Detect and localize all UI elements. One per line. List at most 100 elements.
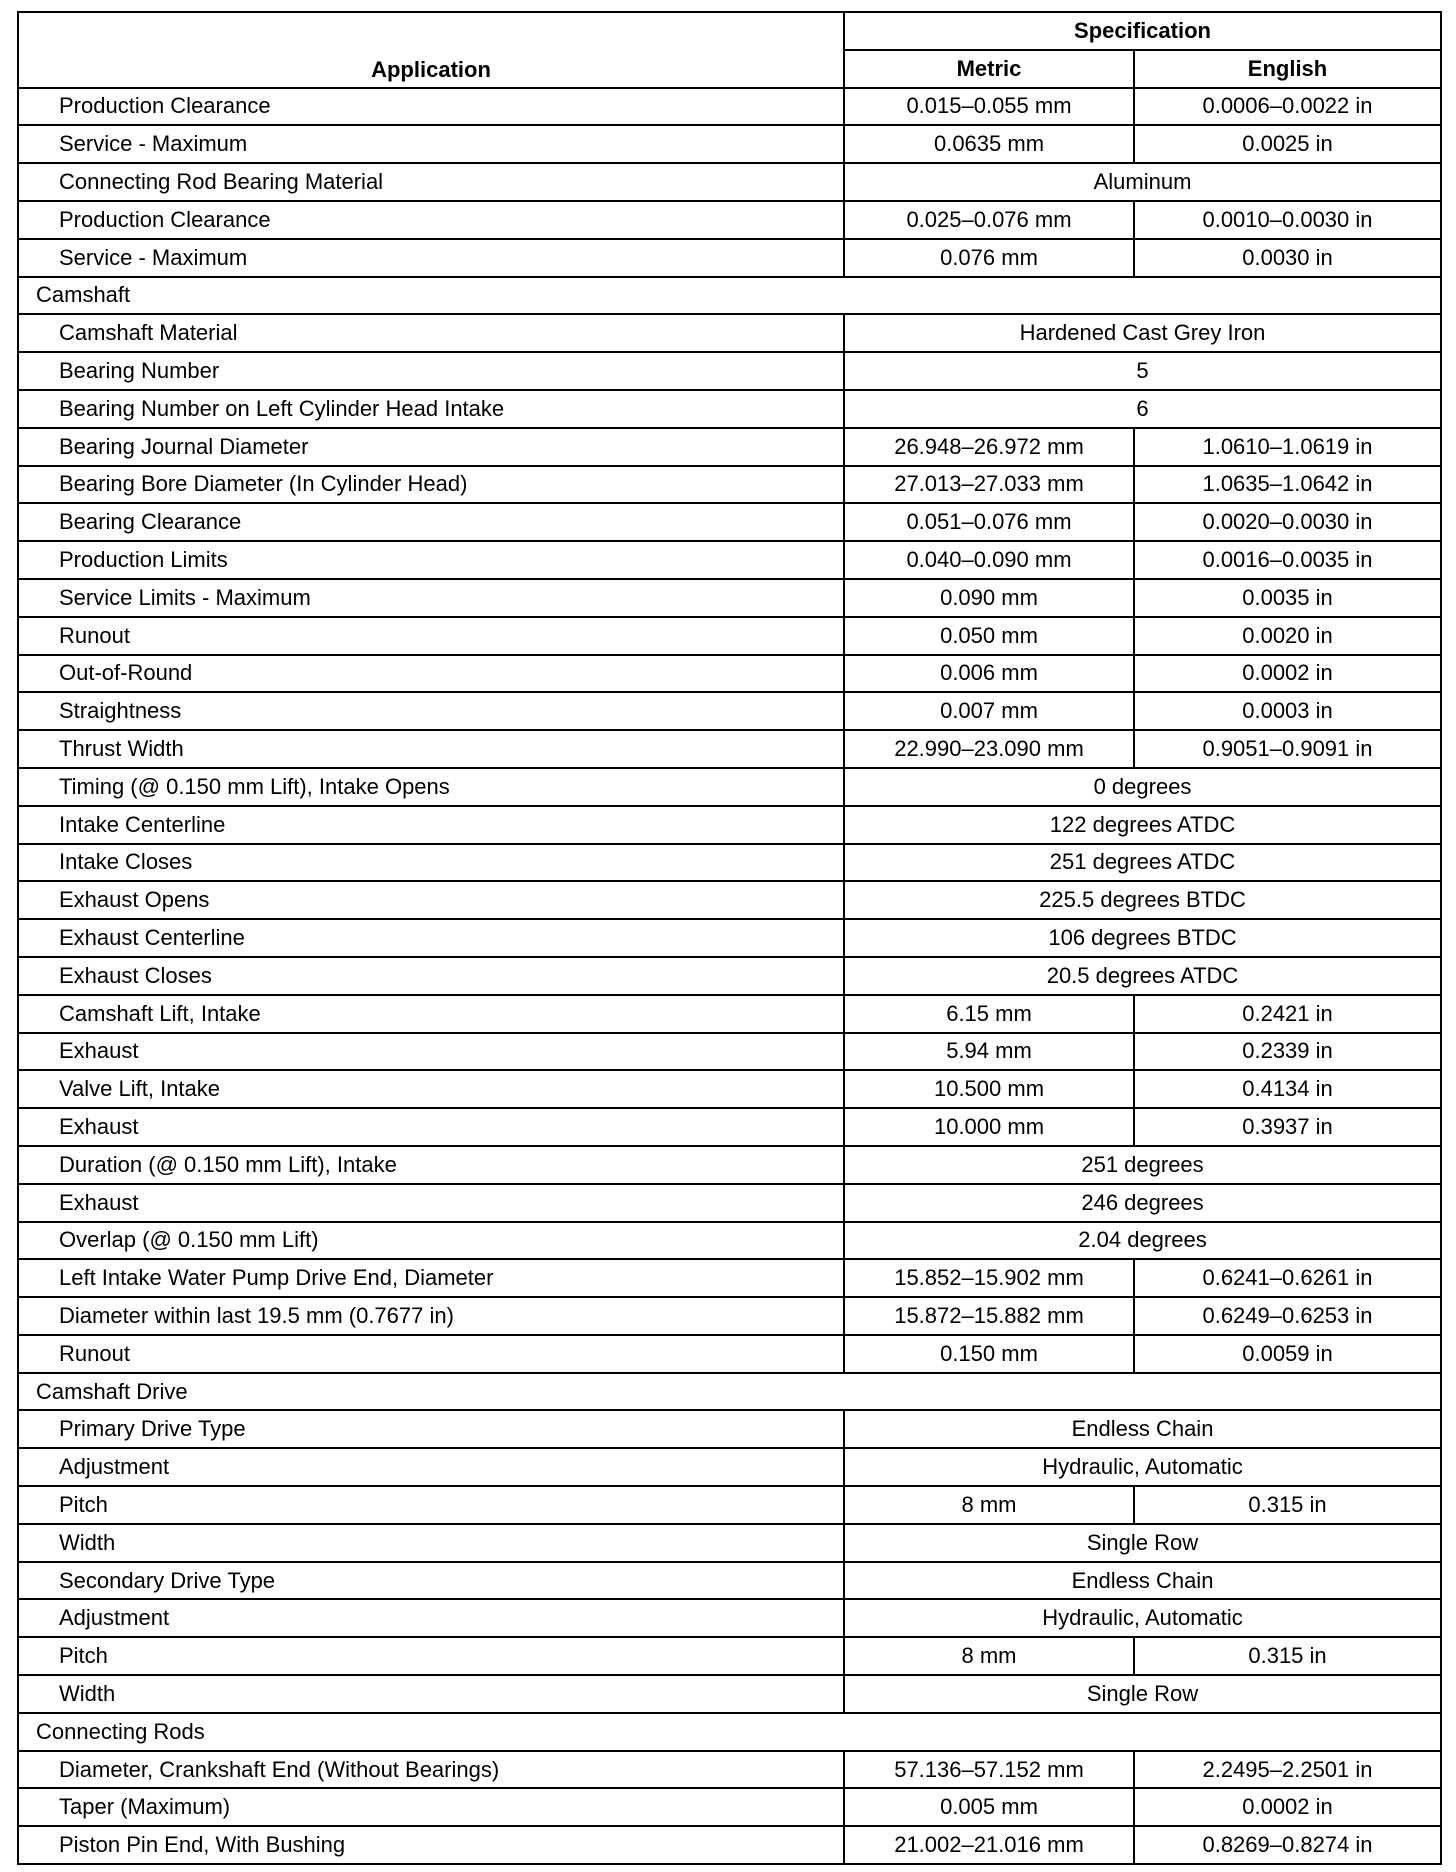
table-row: Intake Closes 251 degrees ATDC: [17, 842, 1443, 883]
table-row: Valve Lift, Intake 10.500 mm 0.4134 in: [17, 1069, 1443, 1110]
english-cell: 0.0059 in: [1132, 1333, 1443, 1374]
table-row: Bearing Number on Left Cylinder Head Int…: [17, 388, 1443, 429]
english-cell: 0.9051–0.9091 in: [1132, 729, 1443, 769]
metric-header: Metric: [843, 48, 1135, 89]
table-row: Service - Maximum 0.076 mm 0.0030 in: [17, 237, 1443, 278]
application-cell: Runout: [17, 615, 845, 656]
table-row: Production Limits 0.040–0.090 mm 0.0016–0.…: [17, 540, 1443, 580]
spec-value-cell: 225.5 degrees BTDC: [842, 880, 1443, 921]
application-cell: Diameter within last 19.5 mm (0.7677 in): [17, 1296, 845, 1336]
table-row: Exhaust 5.94 mm 0.2339 in: [17, 1031, 1443, 1072]
table-row: Thrust Width 22.990–23.090 mm 0.9051–0.909…: [17, 729, 1443, 769]
english-cell: 0.6241–0.6261 in: [1132, 1258, 1443, 1299]
table-row: Exhaust Closes 20.5 degrees ATDC: [17, 955, 1443, 996]
metric-cell: 15.872–15.882 mm: [843, 1296, 1135, 1336]
metric-cell: 0.150 mm: [843, 1333, 1135, 1374]
metric-cell: 0.090 mm: [843, 577, 1135, 618]
english-cell: 0.4134 in: [1132, 1069, 1443, 1110]
spec-value-cell: 251 degrees: [842, 1144, 1443, 1185]
section-row: Camshaft: [16, 275, 1443, 316]
application-cell: Piston Pin End, With Bushing: [17, 1825, 845, 1866]
metric-cell: 5.94 mm: [843, 1031, 1135, 1072]
application-cell: Exhaust Opens: [17, 880, 845, 921]
application-header: Application: [17, 11, 845, 89]
metric-cell: 0.051–0.076 mm: [843, 502, 1135, 543]
table-row: Taper (Maximum) 0.005 mm 0.0002 in: [17, 1787, 1443, 1828]
table-row: Timing (@ 0.150 mm Lift), Intake Opens 0 …: [17, 766, 1443, 807]
table-row: Out-of-Round 0.006 mm 0.0002 in: [17, 653, 1443, 694]
table-row: Camshaft Lift, Intake 6.15 mm 0.2421 in: [17, 993, 1443, 1034]
english-cell: 0.315 in: [1132, 1485, 1443, 1525]
spec-value-cell: Hydraulic, Automatic: [842, 1447, 1443, 1488]
application-cell: Valve Lift, Intake: [17, 1069, 845, 1110]
specification-header: Specification: [842, 11, 1443, 51]
application-cell: Intake Centerline: [17, 804, 845, 845]
table-row: Production Clearance 0.025–0.076 mm 0.0010…: [17, 199, 1443, 240]
english-cell: 0.0006–0.0022 in: [1132, 86, 1443, 127]
english-cell: 0.0003 in: [1132, 691, 1443, 732]
table-row: Exhaust 10.000 mm 0.3937 in: [17, 1107, 1443, 1147]
metric-cell: 21.002–21.016 mm: [843, 1825, 1135, 1866]
spec-value-cell: 6: [842, 388, 1443, 429]
table-row: Piston Pin End, With Bushing 21.002–21.01…: [17, 1825, 1443, 1866]
english-cell: 0.0002 in: [1132, 1787, 1443, 1828]
application-cell: Connecting Rod Bearing Material: [17, 162, 845, 202]
application-cell: Bearing Journal Diameter: [17, 426, 845, 467]
spec-value-cell: 106 degrees BTDC: [842, 918, 1443, 958]
application-cell: Exhaust Closes: [17, 955, 845, 996]
spec-value-cell: 20.5 degrees ATDC: [842, 955, 1443, 996]
application-cell: Production Clearance: [17, 86, 845, 127]
table-row: Bearing Journal Diameter 26.948–26.972 mm…: [17, 426, 1443, 467]
spec-value-cell: Hardened Cast Grey Iron: [842, 313, 1443, 354]
application-cell: Primary Drive Type: [17, 1409, 845, 1450]
table-row: Service Limits - Maximum 0.090 mm 0.0035 i…: [17, 577, 1443, 618]
application-cell: Secondary Drive Type: [17, 1560, 845, 1601]
application-cell: Width: [17, 1522, 845, 1563]
english-cell: 1.0610–1.0619 in: [1132, 426, 1443, 467]
application-cell: Exhaust: [17, 1031, 845, 1072]
english-header: English: [1132, 48, 1443, 89]
table-row: Exhaust Centerline 106 degrees BTDC: [17, 918, 1443, 958]
english-cell: 0.0025 in: [1132, 124, 1443, 165]
application-cell: Camshaft Material: [17, 313, 845, 354]
section-heading: Connecting Rods: [16, 1711, 1443, 1752]
application-cell: Adjustment: [17, 1447, 845, 1488]
metric-cell: 0.015–0.055 mm: [843, 86, 1135, 127]
metric-cell: 10.000 mm: [843, 1107, 1135, 1147]
spec-value-cell: 2.04 degrees: [842, 1220, 1443, 1261]
english-cell: 0.0020 in: [1132, 615, 1443, 656]
section-row: Camshaft Drive: [16, 1371, 1443, 1412]
table-row: Exhaust 246 degrees: [17, 1182, 1443, 1223]
metric-cell: 0.006 mm: [843, 653, 1135, 694]
application-cell: Exhaust: [17, 1182, 845, 1223]
spec-value-cell: Single Row: [842, 1674, 1443, 1714]
table-row: Bearing Number 5: [17, 351, 1443, 391]
specification-table: Application Specification Metric English…: [16, 11, 1443, 1866]
application-cell: Diameter, Crankshaft End (Without Bearin…: [17, 1749, 845, 1790]
metric-cell: 0.0635 mm: [843, 124, 1135, 165]
application-cell: Bearing Bore Diameter (In Cylinder Head): [17, 464, 845, 505]
english-cell: 1.0635–1.0642 in: [1132, 464, 1443, 505]
application-cell: Production Limits: [17, 540, 845, 580]
application-cell: Production Clearance: [17, 199, 845, 240]
metric-cell: 0.007 mm: [843, 691, 1135, 732]
table-row: Bearing Clearance 0.051–0.076 mm 0.0020–0.…: [17, 502, 1443, 543]
table-row: Left Intake Water Pump Drive End, Diamet…: [17, 1258, 1443, 1299]
table-row: Intake Centerline 122 degrees ATDC: [17, 804, 1443, 845]
english-cell: 0.3937 in: [1132, 1107, 1443, 1147]
metric-cell: 57.136–57.152 mm: [843, 1749, 1135, 1790]
table-row: Overlap (@ 0.150 mm Lift) 2.04 degrees: [17, 1220, 1443, 1261]
application-cell: Camshaft Lift, Intake: [17, 993, 845, 1034]
english-cell: 0.2421 in: [1132, 993, 1443, 1034]
application-cell: Intake Closes: [17, 842, 845, 883]
application-cell: Service - Maximum: [17, 237, 845, 278]
table-row: Diameter within last 19.5 mm (0.7677 in)…: [17, 1296, 1443, 1336]
metric-cell: 0.025–0.076 mm: [843, 199, 1135, 240]
table-row: Duration (@ 0.150 mm Lift), Intake 251 de…: [17, 1144, 1443, 1185]
spec-value-cell: Aluminum: [842, 162, 1443, 202]
application-cell: Overlap (@ 0.150 mm Lift): [17, 1220, 845, 1261]
spec-value-cell: Single Row: [842, 1522, 1443, 1563]
table-row: Diameter, Crankshaft End (Without Bearin…: [17, 1749, 1443, 1790]
english-cell: 0.315 in: [1132, 1636, 1443, 1677]
metric-cell: 27.013–27.033 mm: [843, 464, 1135, 505]
